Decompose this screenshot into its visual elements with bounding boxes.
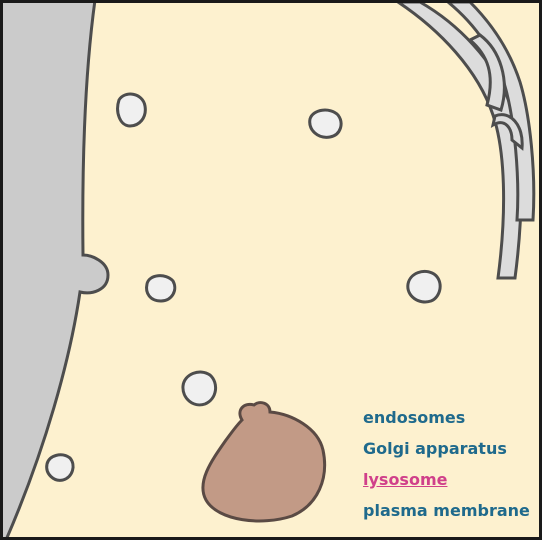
legend: endosomes Golgi apparatus lysosome plasm… xyxy=(363,402,530,526)
endosome[interactable] xyxy=(145,274,177,303)
endosome[interactable] xyxy=(45,453,75,482)
legend-item-endosomes[interactable]: endosomes xyxy=(363,408,466,427)
endosome[interactable] xyxy=(308,108,343,139)
endosome[interactable] xyxy=(116,92,147,128)
endosome-icon[interactable] xyxy=(45,92,442,482)
golgi-apparatus-icon[interactable] xyxy=(393,0,536,280)
lysosome-icon[interactable] xyxy=(201,401,327,523)
legend-item-golgi-apparatus[interactable]: Golgi apparatus xyxy=(363,439,507,458)
endosome[interactable] xyxy=(406,269,442,304)
legend-item-lysosome[interactable]: lysosome xyxy=(363,470,448,489)
plasma-membrane-icon[interactable] xyxy=(0,0,110,540)
endosome[interactable] xyxy=(181,370,218,407)
legend-item-plasma-membrane[interactable]: plasma membrane xyxy=(363,501,530,520)
